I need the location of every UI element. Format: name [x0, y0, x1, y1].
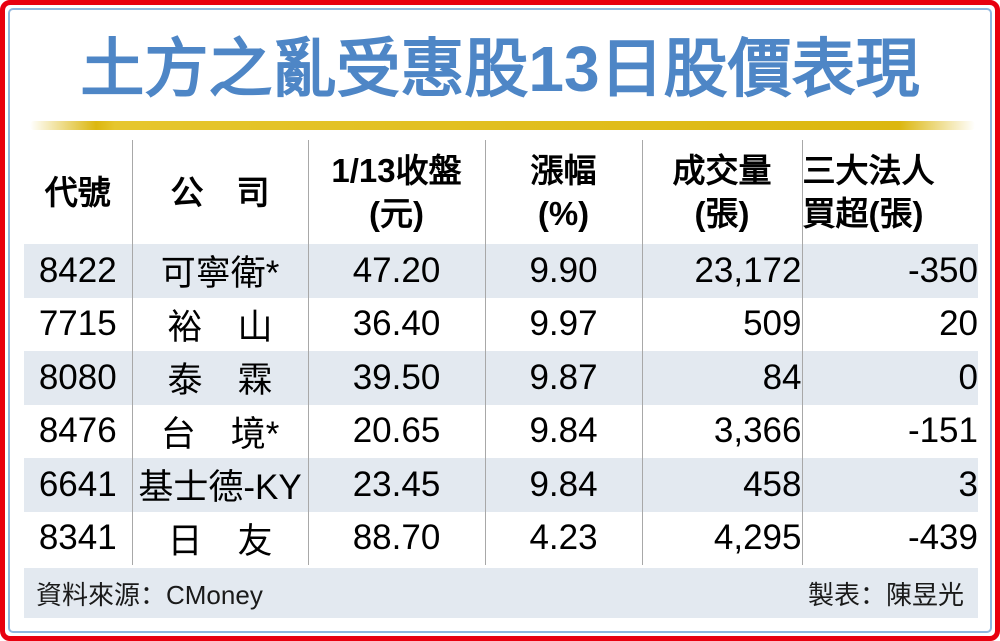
cell-volume: 23,172: [642, 244, 803, 298]
cell-change: 9.84: [485, 458, 643, 512]
cell-net-buy: -350: [907, 250, 978, 290]
cell-code: 7715: [24, 297, 133, 351]
cell-close: 47.20: [308, 244, 486, 298]
cell-close: 39.50: [308, 351, 486, 405]
col-header-close-line1: 1/13收盤: [331, 152, 462, 189]
table-body: 8422 可寧衛* 47.20 9.90 23,172 -350 7715 裕 …: [24, 244, 978, 565]
cell-change: 9.87: [485, 351, 643, 405]
cell-company: 泰 霖: [132, 351, 309, 405]
title-underline-bar: [30, 121, 975, 130]
cell-close: 20.65: [308, 404, 486, 458]
cell-close: 23.45: [308, 458, 486, 512]
col-header-change-line2: (%): [537, 195, 590, 232]
cell-change: 4.23: [485, 511, 643, 565]
cell-volume: 509: [642, 297, 803, 351]
cell-company: 可寧衛*: [132, 244, 309, 298]
cell-company: 裕 山: [132, 297, 309, 351]
cell-volume: 4,295: [642, 511, 803, 565]
col-header-volume-line1: 成交量: [672, 152, 772, 189]
table-row: 8422 可寧衛* 47.20 9.90 23,172 -350: [24, 244, 978, 298]
cell-company: 台 境*: [132, 404, 309, 458]
stock-performance-table: 代號 公 司 1/13收盤 (元) 漲幅 (%) 成交量 (張) 三大法人 買超…: [24, 140, 978, 565]
cell-volume: 84: [642, 351, 803, 405]
cell-close: 88.70: [308, 511, 486, 565]
table-row: 8341 日 友 88.70 4.23 4,295 -439: [24, 511, 978, 565]
col-header-net-buy-line2: 買超(張): [802, 195, 924, 232]
table-header: 代號 公 司 1/13收盤 (元) 漲幅 (%) 成交量 (張) 三大法人 買超…: [24, 140, 978, 244]
table-row: 8476 台 境* 20.65 9.84 3,366 -151: [24, 404, 978, 458]
cell-code: 8341: [24, 511, 133, 565]
data-source-label: 資料來源：CMoney: [36, 579, 263, 610]
cell-code: 8080: [24, 351, 133, 405]
cell-close: 36.40: [308, 297, 486, 351]
cell-net-buy: -151: [907, 411, 978, 451]
cell-change: 9.84: [485, 404, 643, 458]
col-header-close: 1/13收盤 (元): [308, 140, 486, 244]
col-header-net-buy-line1: 三大法人: [802, 152, 935, 189]
col-header-volume-line2: (張): [694, 195, 750, 232]
cell-volume: 458: [642, 458, 803, 512]
cell-company: 基士德-KY: [132, 458, 309, 512]
col-header-company: 公 司: [132, 140, 309, 244]
col-header-volume: 成交量 (張): [642, 140, 803, 244]
col-header-company-line1: 公 司: [170, 173, 270, 211]
cell-volume: 3,366: [642, 404, 803, 458]
credit-label: 製表：陳昱光: [807, 579, 964, 610]
table-row: 8080 泰 霖 39.50 9.87 84 0: [24, 351, 978, 405]
header-row: 代號 公 司 1/13收盤 (元) 漲幅 (%) 成交量 (張) 三大法人 買超…: [24, 140, 978, 244]
table-row: 7715 裕 山 36.40 9.97 509 20: [24, 297, 978, 351]
cell-code: 6641: [24, 458, 133, 512]
cell-code: 8422: [24, 244, 133, 298]
cell-code: 8476: [24, 404, 133, 458]
page-title: 土方之亂受惠股13日股價表現: [80, 33, 920, 105]
cell-net-buy: 20: [939, 304, 978, 344]
col-header-code: 代號: [24, 140, 133, 244]
cell-net-buy: -439: [907, 518, 978, 558]
table-row: 6641 基士德-KY 23.45 9.84 458 3: [24, 458, 978, 512]
col-header-change: 漲幅 (%): [485, 140, 643, 244]
cell-change: 9.97: [485, 297, 643, 351]
col-header-net-buy: 三大法人 買超(張): [802, 140, 978, 244]
cell-change: 9.90: [485, 244, 643, 298]
footer-strip: 資料來源：CMoney 製表：陳昱光: [24, 568, 978, 618]
cell-company: 日 友: [132, 511, 309, 565]
cell-net-buy: 3: [958, 464, 978, 504]
col-header-change-line1: 漲幅: [530, 152, 597, 189]
col-header-close-line2: (元): [369, 195, 424, 232]
col-header-code-line1: 代號: [44, 173, 111, 211]
cell-net-buy: 0: [958, 357, 978, 397]
